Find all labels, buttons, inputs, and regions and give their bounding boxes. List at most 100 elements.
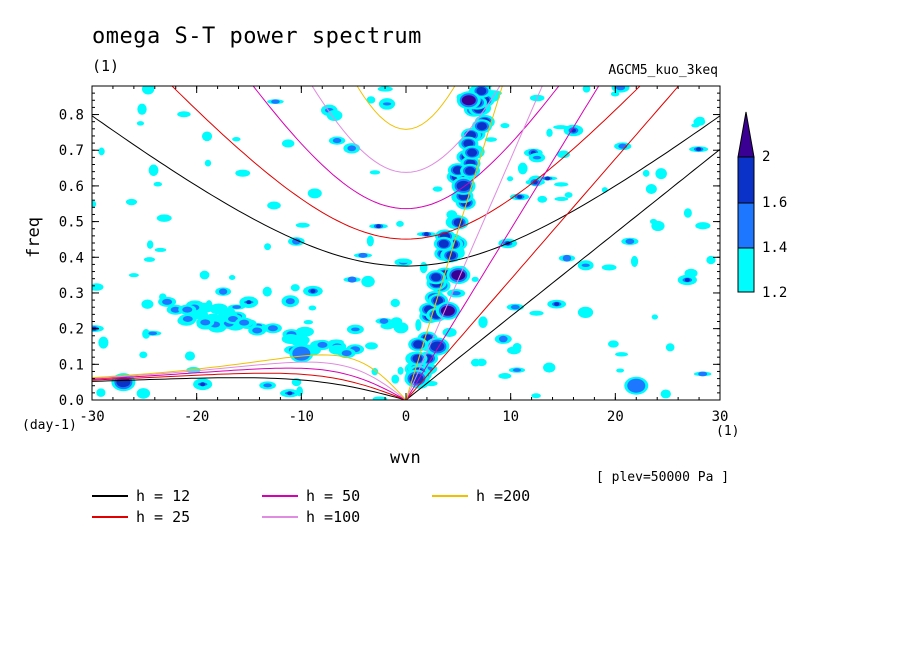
contour-speckle	[660, 389, 671, 399]
contour-band	[453, 218, 464, 227]
contour-speckle	[204, 159, 212, 167]
contour-speckle	[303, 319, 314, 325]
rossby-curve	[92, 361, 407, 400]
kelvin-curve	[405, 86, 503, 400]
legend-label: h =100	[306, 508, 360, 526]
contour-speckle	[228, 275, 236, 281]
contour-speckle	[577, 306, 594, 319]
colorbar-label: 1.2	[762, 285, 787, 301]
contour-speckle	[366, 96, 376, 104]
x-axis-label: wvn	[390, 448, 421, 468]
contour-band	[446, 251, 457, 260]
contour-speckle	[154, 247, 167, 252]
contour-band	[476, 86, 487, 95]
rossby-curve	[92, 377, 407, 400]
contour-speckle	[376, 224, 382, 229]
contour-speckle	[92, 200, 97, 208]
contour-speckle	[201, 131, 213, 142]
contour-rossby	[209, 304, 228, 315]
colorbar-arrow	[737, 111, 755, 158]
contour-speckle	[642, 169, 650, 177]
contour-speckle	[517, 162, 528, 175]
power-region	[294, 348, 309, 359]
contour-speckle	[262, 286, 272, 297]
contour-speckle	[369, 170, 381, 175]
power-region	[430, 341, 445, 352]
contour-speckle	[177, 111, 191, 118]
contour-speckle	[498, 335, 508, 343]
contour-speckle	[625, 238, 635, 245]
rossby-curve	[92, 354, 407, 400]
contour-speckle	[310, 289, 316, 294]
contour-speckle	[706, 255, 716, 265]
contour-speckle	[601, 264, 617, 271]
contour-band	[412, 354, 423, 363]
contour-speckle	[390, 298, 400, 308]
contour-speckle	[136, 388, 151, 399]
contour-speckle	[246, 300, 252, 305]
contour-rossby	[182, 306, 193, 313]
x-tick-label: 10	[502, 409, 519, 425]
contour-speckle	[382, 102, 392, 106]
contour-speckle	[332, 138, 342, 144]
contour-speckle	[200, 382, 206, 387]
y-tick-label: 0.8	[59, 108, 84, 124]
contour-speckle	[423, 232, 429, 237]
contour-speckle	[529, 310, 544, 316]
contour-speckle	[562, 254, 572, 262]
contour-rossby	[267, 325, 278, 332]
contour-speckle	[500, 122, 510, 129]
contour-speckle	[98, 147, 105, 156]
contour-speckle	[364, 277, 373, 285]
contour-speckle	[616, 368, 625, 373]
contour-speckle	[308, 305, 317, 311]
contour-speckle	[232, 137, 241, 142]
rossby-curve	[92, 367, 407, 400]
contour-speckle	[358, 252, 368, 258]
contour-speckle	[607, 340, 619, 348]
contour-speckle	[379, 318, 389, 324]
contour-rossby	[252, 327, 263, 334]
contour-speckle	[517, 194, 523, 199]
contour-speckle	[554, 182, 569, 187]
contour-speckle	[684, 268, 698, 278]
contour-speckle	[397, 258, 411, 263]
power-region	[451, 270, 466, 281]
contour-speckle	[264, 243, 272, 251]
contour-band	[463, 139, 474, 148]
contour-speckle	[128, 273, 139, 278]
contour-speckle	[554, 302, 560, 307]
x-tick-label: 20	[607, 409, 624, 425]
contour-band	[467, 148, 478, 157]
y-tick-label: 0.0	[59, 393, 84, 409]
contour-speckle	[537, 195, 548, 203]
kelvin-curve	[405, 148, 720, 400]
kelvin-curve	[405, 86, 600, 400]
contour-speckle	[347, 145, 357, 152]
contour-speckle	[432, 186, 443, 192]
contour-speckle	[581, 263, 590, 268]
contour-speckle	[141, 299, 154, 309]
contour-speckle	[184, 351, 196, 361]
colorbar-segment	[737, 156, 755, 204]
contour-speckle	[419, 262, 428, 274]
contour-speckle	[546, 128, 553, 137]
gravity-curve	[356, 86, 456, 130]
contour-speckle	[96, 388, 106, 397]
colorbar-label: 2	[762, 149, 770, 165]
contour-speckle	[415, 319, 422, 331]
contour-speckle	[365, 342, 378, 350]
contour-speckle	[136, 121, 145, 126]
y-tick-label: 0.3	[59, 286, 84, 302]
contour-speckle	[219, 288, 228, 295]
gravity-curve	[252, 86, 560, 210]
contour-rossby	[228, 315, 239, 322]
kelvin-curve	[405, 86, 680, 400]
contour-rossby	[200, 319, 211, 326]
contour-speckle	[393, 322, 409, 334]
contour-band	[413, 340, 424, 349]
y-tick-label: 0.1	[59, 357, 84, 373]
contour-speckle	[512, 342, 522, 352]
x-unit-right: (1)	[716, 424, 740, 439]
